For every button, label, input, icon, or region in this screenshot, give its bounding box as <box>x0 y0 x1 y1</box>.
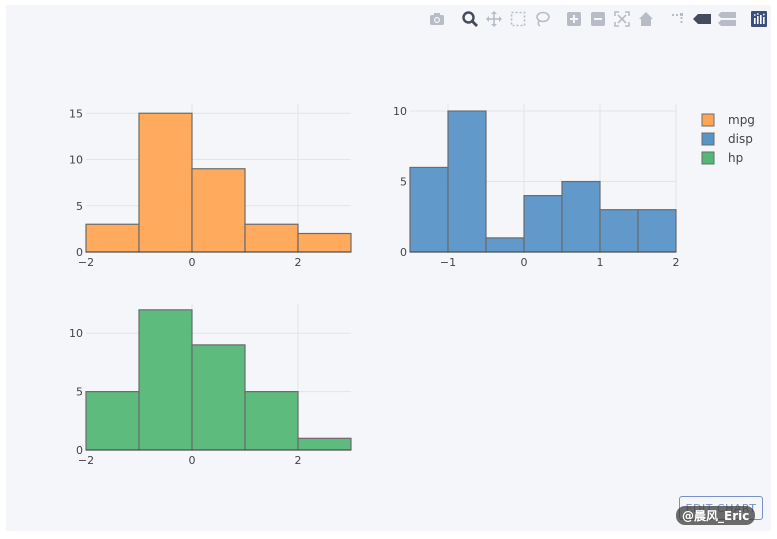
autoscale-icon[interactable] <box>613 10 631 28</box>
plotly-logo-icon[interactable] <box>750 10 768 28</box>
x-tick-label: −1 <box>440 256 456 269</box>
subplot-disp: 0 5 10 −1 0 1 2 <box>393 104 680 269</box>
histogram-bar[interactable] <box>191 344 246 451</box>
y-tick-label: 5 <box>76 200 83 213</box>
histogram-bar[interactable] <box>297 437 352 451</box>
y-tick-label: 10 <box>69 154 83 167</box>
histogram-bar[interactable] <box>561 180 601 253</box>
y-tick-label: 0 <box>76 444 83 457</box>
histogram-bar[interactable] <box>409 166 449 253</box>
watermark-text: @晨风_Eric <box>682 509 750 523</box>
pan-icon[interactable] <box>485 10 503 28</box>
y-tick-label: 10 <box>393 105 407 118</box>
y-tick-label: 5 <box>76 386 83 399</box>
histogram-bar[interactable] <box>637 209 677 253</box>
histogram-bar[interactable] <box>244 223 299 253</box>
lasso-icon[interactable] <box>533 10 551 28</box>
histogram-bar[interactable] <box>85 223 140 253</box>
zoom-icon[interactable] <box>461 10 479 28</box>
legend-label[interactable]: disp <box>728 132 753 146</box>
legend-swatch[interactable] <box>701 151 715 165</box>
x-tick-label: 0 <box>189 454 196 467</box>
x-tick-label: 2 <box>295 454 302 467</box>
spike-lines-icon[interactable] <box>669 10 687 28</box>
y-tick-label: 0 <box>400 246 407 259</box>
histogram-bar[interactable] <box>138 309 193 451</box>
histogram-bar[interactable] <box>297 232 352 253</box>
histogram-bar[interactable] <box>485 237 525 253</box>
histogram-bar[interactable] <box>85 391 140 451</box>
y-tick-label: 10 <box>69 327 83 340</box>
y-tick-label: 5 <box>400 176 407 189</box>
y-tick-label: 0 <box>76 246 83 259</box>
x-tick-label: 0 <box>189 256 196 269</box>
legend-swatch[interactable] <box>701 113 715 127</box>
x-tick-label: 1 <box>597 256 604 269</box>
histogram-bar[interactable] <box>138 112 193 253</box>
camera-icon[interactable] <box>428 10 446 28</box>
histogram-bar[interactable] <box>244 391 299 451</box>
x-tick-label: −2 <box>78 256 94 269</box>
zoom-out-icon[interactable] <box>589 10 607 28</box>
histogram-bar[interactable] <box>599 209 639 253</box>
y-tick-label: 15 <box>69 107 83 120</box>
x-tick-label: 2 <box>673 256 680 269</box>
home-icon[interactable] <box>637 10 655 28</box>
legend-label[interactable]: hp <box>728 151 743 165</box>
histogram-bar[interactable] <box>523 195 563 253</box>
x-tick-label: 2 <box>295 256 302 269</box>
x-tick-label: 0 <box>521 256 528 269</box>
box-select-icon[interactable] <box>509 10 527 28</box>
x-tick-label: −2 <box>78 454 94 467</box>
watermark: @晨风_Eric <box>676 506 756 525</box>
legend: mpg disp hp <box>701 113 755 165</box>
hover-compare-icon[interactable] <box>718 10 736 28</box>
legend-swatch[interactable] <box>701 132 715 146</box>
histogram-bar[interactable] <box>191 168 246 253</box>
histogram-bar[interactable] <box>447 110 487 253</box>
hover-closest-icon[interactable] <box>693 10 711 28</box>
legend-label[interactable]: mpg <box>728 113 755 127</box>
zoom-in-icon[interactable] <box>565 10 583 28</box>
